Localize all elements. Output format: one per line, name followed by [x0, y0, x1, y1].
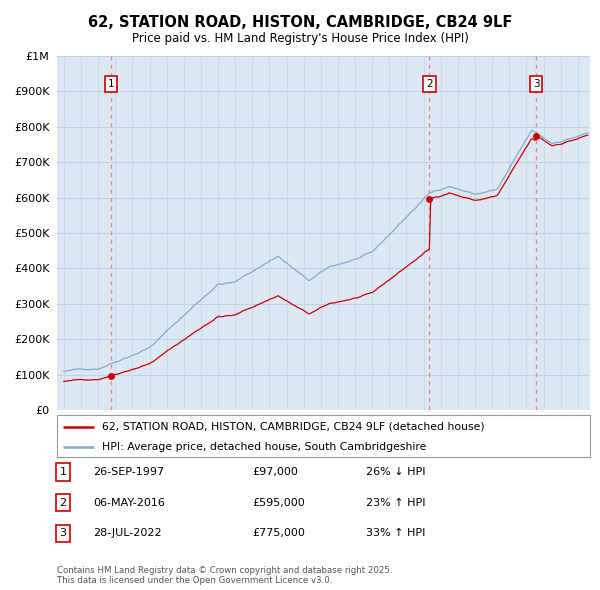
Text: 23% ↑ HPI: 23% ↑ HPI	[366, 498, 425, 507]
Text: 1: 1	[107, 80, 114, 89]
Text: 33% ↑ HPI: 33% ↑ HPI	[366, 529, 425, 538]
Text: 3: 3	[59, 529, 67, 538]
Text: £775,000: £775,000	[252, 529, 305, 538]
Text: 62, STATION ROAD, HISTON, CAMBRIDGE, CB24 9LF: 62, STATION ROAD, HISTON, CAMBRIDGE, CB2…	[88, 15, 512, 30]
Text: 1: 1	[59, 467, 67, 477]
Text: 26% ↓ HPI: 26% ↓ HPI	[366, 467, 425, 477]
Text: 28-JUL-2022: 28-JUL-2022	[93, 529, 161, 538]
Text: 3: 3	[533, 80, 539, 89]
Text: 62, STATION ROAD, HISTON, CAMBRIDGE, CB24 9LF (detached house): 62, STATION ROAD, HISTON, CAMBRIDGE, CB2…	[102, 422, 485, 432]
Text: 06-MAY-2016: 06-MAY-2016	[93, 498, 165, 507]
Text: 2: 2	[59, 498, 67, 507]
Text: 2: 2	[426, 80, 433, 89]
Text: HPI: Average price, detached house, South Cambridgeshire: HPI: Average price, detached house, Sout…	[102, 442, 427, 451]
Text: 26-SEP-1997: 26-SEP-1997	[93, 467, 164, 477]
Text: Contains HM Land Registry data © Crown copyright and database right 2025.
This d: Contains HM Land Registry data © Crown c…	[57, 566, 392, 585]
Text: Price paid vs. HM Land Registry's House Price Index (HPI): Price paid vs. HM Land Registry's House …	[131, 32, 469, 45]
Text: £97,000: £97,000	[252, 467, 298, 477]
Text: £595,000: £595,000	[252, 498, 305, 507]
